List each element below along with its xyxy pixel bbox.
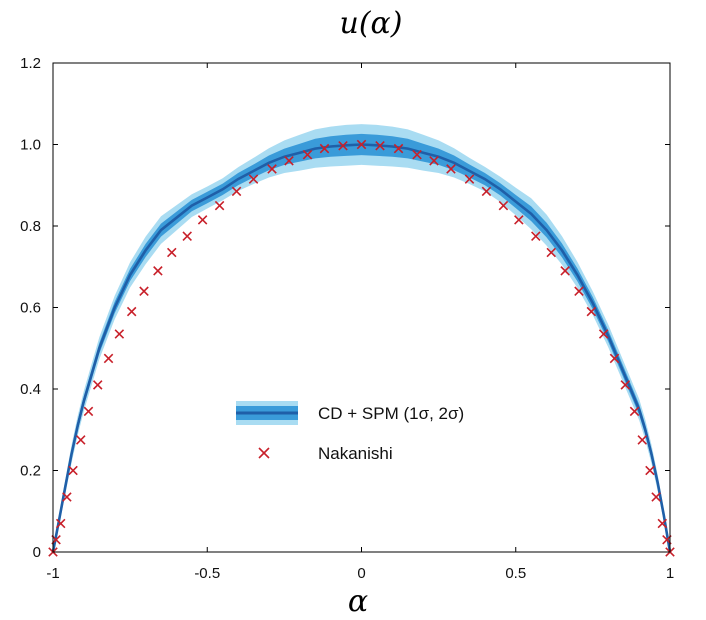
data-point-nakanishi [214, 200, 225, 211]
data-point-nakanishi [429, 156, 439, 166]
data-point-nakanishi [498, 200, 509, 211]
y-tick-label: 0.6 [20, 300, 41, 317]
data-point-nakanishi [629, 406, 640, 417]
data-point-nakanishi [139, 286, 149, 296]
y-tick-label: 0 [33, 544, 41, 561]
legend: CD + SPM (1σ, 2σ) Nakanishi [236, 401, 464, 463]
data-point-nakanishi [481, 186, 492, 197]
y-tick-label: 0.2 [20, 463, 41, 480]
y-tick-label: 0.8 [20, 218, 41, 235]
x-axis-label: α [348, 584, 368, 619]
data-point-nakanishi [114, 329, 125, 339]
data-point-nakanishi [338, 140, 348, 151]
x-tick-label: 0.5 [505, 565, 526, 582]
data-point-nakanishi [657, 518, 668, 529]
data-point-nakanishi [182, 231, 192, 241]
data-point-nakanishi [514, 215, 524, 225]
x-tick-label: 0 [357, 565, 365, 582]
data-point-nakanishi [546, 247, 556, 258]
data-point-nakanishi [598, 329, 609, 339]
data-point-nakanishi [637, 435, 648, 445]
data-point-nakanishi [83, 406, 94, 417]
data-point-nakanishi [651, 492, 661, 502]
data-point-nakanishi [319, 143, 330, 154]
data-point-nakanishi [197, 215, 208, 225]
data-point-nakanishi [356, 139, 367, 150]
data-point-nakanishi [412, 149, 422, 160]
data-point-nakanishi [75, 435, 86, 445]
data-point-nakanishi [153, 266, 163, 276]
legend-cross-marker [258, 447, 270, 459]
series-markers-nakanishi [48, 139, 675, 557]
data-point-nakanishi [103, 353, 114, 364]
x-tick-label: -1 [46, 565, 59, 582]
data-point-nakanishi [560, 266, 570, 276]
data-point-nakanishi [284, 156, 294, 166]
data-point-nakanishi [393, 143, 404, 154]
data-point-nakanishi [92, 380, 103, 390]
y-tick-label: 1.2 [20, 55, 41, 72]
data-point-nakanishi [645, 465, 655, 476]
legend-label-nakanishi: Nakanishi [318, 444, 393, 463]
data-point-nakanishi [574, 286, 584, 296]
data-point-nakanishi [609, 353, 620, 364]
data-point-nakanishi [231, 186, 242, 197]
x-tick-label: 1 [666, 565, 674, 582]
data-point-nakanishi [62, 492, 72, 502]
axis-tick-labels: -1 -0.5 0 0.5 1 0 0.2 0.4 0.6 0.8 1.0 1.2 [20, 55, 674, 582]
series-line-cd-spm [51, 143, 672, 553]
y-tick-label: 0.4 [20, 381, 41, 398]
data-point-nakanishi [302, 149, 313, 160]
data-point-nakanishi [267, 164, 277, 174]
legend-label-cd-spm: CD + SPM (1σ, 2σ) [318, 404, 464, 423]
data-point-nakanishi [126, 306, 137, 317]
data-point-nakanishi [167, 247, 177, 258]
band-2sigma [53, 124, 670, 552]
data-point-nakanishi [68, 465, 78, 476]
chart-title: u(α) [340, 6, 403, 41]
data-point-nakanishi [446, 164, 456, 174]
x-tick-label: -0.5 [194, 565, 220, 582]
data-point-nakanishi [55, 518, 66, 529]
axis-ticks [52, 62, 671, 553]
data-point-nakanishi [531, 231, 541, 241]
data-point-nakanishi [620, 380, 631, 390]
data-point-nakanishi [464, 174, 475, 184]
y-tick-label: 1.0 [20, 137, 41, 154]
plot-area [48, 124, 675, 557]
band-1sigma [53, 133, 670, 552]
data-point-nakanishi [375, 140, 385, 151]
data-point-nakanishi [248, 174, 259, 184]
data-point-nakanishi [586, 306, 597, 317]
legend-marker-icon [258, 447, 270, 459]
